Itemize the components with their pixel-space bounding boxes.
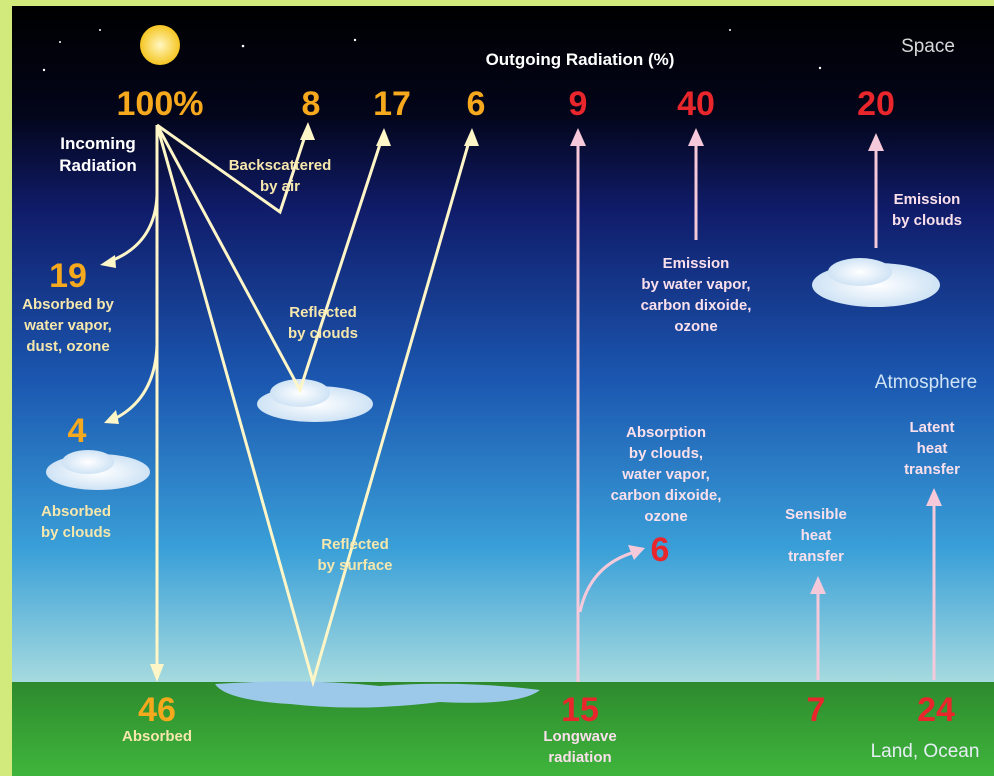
label-line: by clouds [892,212,962,229]
value: 8 [302,85,321,123]
value: 15 [561,691,599,729]
label-line: Reflected [321,536,389,553]
value: 24 [917,691,955,729]
label-line: Absorbed by [22,296,114,313]
label-line: Longwave [543,728,616,745]
value: 40 [677,85,715,123]
label-line: Reflected [289,304,357,321]
label-line: water vapor, [621,466,710,483]
label-line: by clouds [288,325,358,342]
value: 19 [49,257,87,295]
label-line: water vapor, [23,317,112,334]
label-line: Absorption [626,424,706,441]
label-line: Latent [910,419,955,436]
label-line: by air [260,178,300,195]
value: 100% [117,85,204,123]
label-line: heat [917,440,948,457]
value: 46 [138,691,176,729]
label-line: Backscattered [229,157,332,174]
label-line: dust, ozone [26,338,109,355]
value: 4 [68,412,87,450]
label-line: ozone [644,508,687,525]
surface-label: Land, Ocean [871,741,980,762]
value: 6 [467,85,486,123]
label-line: Emission [663,255,730,272]
value: 6 [651,531,670,569]
label-line: Absorbed [122,728,192,745]
value: 17 [373,85,411,123]
label-line: by clouds [41,524,111,541]
value: 9 [569,85,588,123]
label-line: by water vapor, [641,276,750,293]
sun [140,25,180,65]
title: Outgoing Radiation (%) [486,50,675,69]
label-line: Sensible [785,506,847,523]
atmosphere-label: Atmosphere [875,372,977,393]
label-line: transfer [788,548,844,565]
label-line: transfer [904,461,960,478]
label-line: Incoming [60,134,136,153]
diagram: Outgoing Radiation (%) Space Atmosphere Lan… [0,0,994,776]
label-line: radiation [548,749,611,766]
label-line: Absorbed [41,503,111,520]
label-line: Radiation [59,156,136,175]
label-line: carbon dixoide, [611,487,722,504]
space-label: Space [901,36,955,57]
label-line: carbon dixoide, [641,297,752,314]
label-line: heat [801,527,832,544]
label-line: Emission [894,191,961,208]
label-line: by surface [317,557,392,574]
label-line: ozone [674,318,717,335]
label-line: by clouds, [629,445,703,462]
value: 20 [857,85,895,123]
value: 7 [807,691,826,729]
